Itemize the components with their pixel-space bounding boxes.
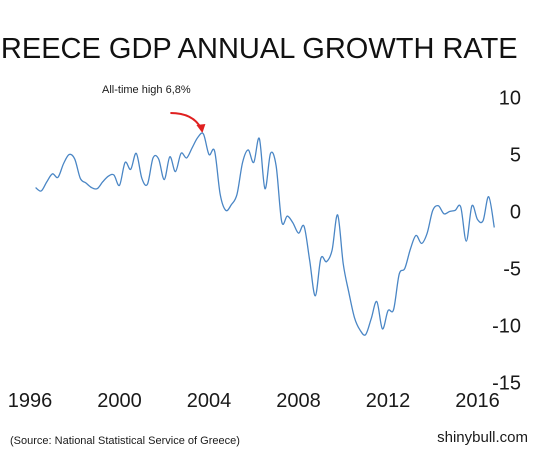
y-tick-label: 0 — [510, 202, 521, 224]
source-note: (Source: National Statistical Service of… — [10, 435, 240, 447]
y-tick-label: 10 — [499, 88, 521, 110]
x-axis-ticks: 1996 2000 2004 2008 2012 2016 — [8, 390, 500, 412]
y-tick-label: -5 — [503, 259, 521, 281]
brand-label: shinybull.com — [437, 429, 528, 446]
x-tick-label: 1996 — [8, 390, 53, 412]
chart-title: GREECE GDP ANNUAL GROWTH RATE — [0, 33, 518, 65]
x-tick-label: 2000 — [97, 390, 142, 412]
series-line — [35, 132, 495, 336]
y-tick-label: 5 — [510, 145, 521, 167]
x-tick-label: 2008 — [276, 390, 321, 412]
annotation-arrowhead — [196, 123, 206, 133]
y-axis-ticks: 10 5 0 -5 -10 -15 — [492, 88, 521, 395]
x-tick-label: 2004 — [187, 390, 232, 412]
x-tick-label: 2016 — [455, 390, 500, 412]
annotation-label: All-time high 6,8% — [102, 84, 191, 96]
x-tick-label: 2012 — [366, 390, 411, 412]
annotation-arrow — [170, 111, 203, 130]
y-tick-label: -15 — [492, 373, 521, 395]
y-tick-label: -10 — [492, 316, 521, 338]
